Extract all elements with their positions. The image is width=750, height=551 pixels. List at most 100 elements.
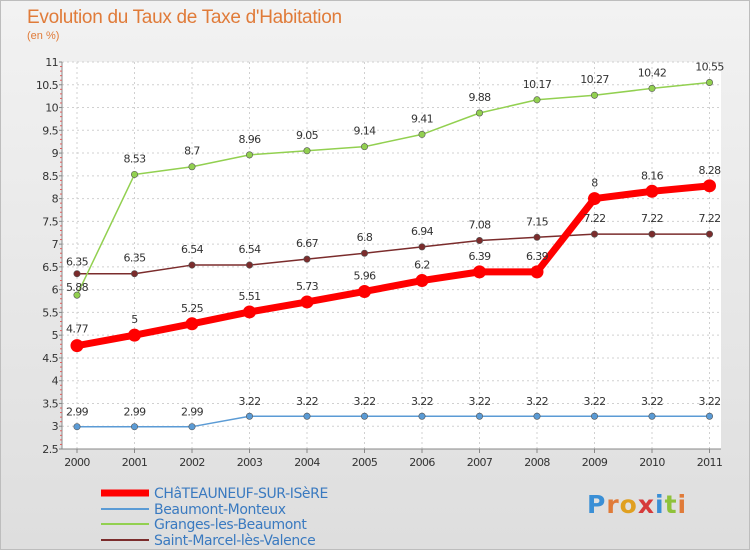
- logo-letter: i: [655, 490, 665, 519]
- data-point: [590, 412, 598, 420]
- data-label: 3.22: [641, 395, 663, 408]
- data-label: 6.2: [414, 259, 430, 272]
- y-tick-label: 9.5: [42, 124, 58, 137]
- data-point: [188, 261, 196, 269]
- data-point: [475, 236, 483, 244]
- data-label: 5.51: [238, 290, 260, 303]
- data-point: [590, 91, 598, 99]
- logo-letter: P: [587, 490, 607, 519]
- data-point: [648, 84, 656, 92]
- y-tick-label: 6: [52, 284, 59, 297]
- data-label: 6.39: [526, 250, 549, 263]
- data-point: [188, 423, 196, 431]
- data-label: 5: [131, 313, 138, 326]
- series-2: [73, 78, 713, 299]
- data-label: 8.96: [238, 133, 261, 146]
- data-point: [590, 230, 598, 238]
- y-tick-label: 10: [45, 102, 58, 115]
- data-label: 6.54: [181, 243, 204, 256]
- legend-label: Saint-Marcel-lès-Valence: [154, 533, 315, 549]
- legend-label: CHâTEAUNEUF-SUR-ISèRE: [154, 486, 328, 502]
- x-tick-label: 2011: [697, 456, 723, 469]
- data-label: 9.41: [411, 112, 433, 125]
- data-point: [418, 243, 426, 251]
- x-tick-label: 2008: [524, 456, 550, 469]
- data-point: [475, 109, 483, 117]
- data-point: [533, 233, 541, 241]
- y-tick-label: 9: [52, 147, 59, 160]
- series-line: [77, 415, 710, 428]
- legend-label: Beaumont-Monteux: [154, 502, 286, 518]
- data-point: [73, 423, 81, 431]
- data-point: [530, 265, 544, 279]
- data-label: 3.22: [698, 395, 720, 408]
- data-point: [533, 96, 541, 104]
- data-label: 6.67: [296, 237, 319, 250]
- data-label: 8: [591, 177, 598, 190]
- data-point: [131, 423, 139, 431]
- y-tick-label: 4: [52, 375, 59, 388]
- x-tick-label: 2005: [352, 456, 378, 469]
- data-label: 3.22: [468, 395, 490, 408]
- series-line: [76, 182, 710, 350]
- data-label: 3.22: [583, 395, 605, 408]
- data-point: [588, 192, 601, 206]
- logo-letter: t: [664, 490, 678, 519]
- data-label: 10.17: [523, 78, 552, 91]
- proxiti-logo: Proxiti: [587, 490, 687, 519]
- data-point: [300, 295, 314, 309]
- data-label: 5.25: [181, 302, 204, 315]
- data-label: 4.77: [66, 323, 89, 336]
- y-tick-label: 7.5: [42, 215, 58, 228]
- data-point: [70, 339, 84, 353]
- data-label: 3.22: [238, 395, 260, 408]
- data-label: 5.88: [66, 281, 89, 294]
- y-tick-label: 6.5: [42, 261, 58, 274]
- data-point: [418, 130, 426, 138]
- data-label: 7.08: [468, 218, 491, 231]
- data-point: [360, 143, 368, 151]
- data-point: [705, 412, 713, 420]
- data-point: [703, 179, 716, 193]
- data-label: 7.15: [526, 215, 549, 228]
- data-point: [475, 412, 483, 420]
- data-point: [128, 328, 141, 342]
- x-tick-label: 2000: [64, 456, 90, 469]
- data-label: 7.22: [583, 212, 605, 225]
- y-tick-label: 2.5: [42, 443, 58, 456]
- logo-letter: x: [637, 490, 655, 519]
- y-tick-label: 4.5: [42, 352, 58, 365]
- logo-letter: i: [677, 490, 688, 519]
- data-point: [188, 163, 196, 171]
- data-point: [358, 284, 371, 298]
- data-label: 6.35: [123, 252, 146, 265]
- data-label: 3.22: [353, 395, 375, 408]
- data-point: [705, 78, 713, 86]
- data-label: 8.7: [184, 145, 200, 158]
- data-point: [131, 170, 139, 178]
- data-label: 10.42: [638, 66, 667, 79]
- y-tick-label: 10.5: [36, 79, 59, 92]
- x-tick-label: 2006: [409, 456, 435, 469]
- data-point: [648, 230, 656, 238]
- data-point: [360, 412, 368, 420]
- chart-subtitle: (en %): [27, 30, 60, 42]
- data-label: 6.94: [411, 225, 434, 238]
- y-tick-label: 3.5: [42, 397, 58, 410]
- data-label: 3.22: [296, 395, 318, 408]
- data-label: 2.99: [181, 406, 204, 419]
- data-point: [645, 184, 659, 198]
- data-point: [243, 305, 256, 319]
- x-tick-label: 2010: [639, 456, 665, 469]
- data-label: 6.39: [468, 250, 491, 263]
- data-point: [185, 317, 199, 331]
- x-tick-label: 2002: [179, 456, 205, 469]
- x-tick-label: 2009: [582, 456, 608, 469]
- y-tick-label: 3: [52, 420, 59, 433]
- data-label: 8.16: [641, 169, 664, 182]
- data-point: [303, 255, 311, 263]
- series-line: [76, 81, 710, 296]
- series-3: [73, 230, 713, 278]
